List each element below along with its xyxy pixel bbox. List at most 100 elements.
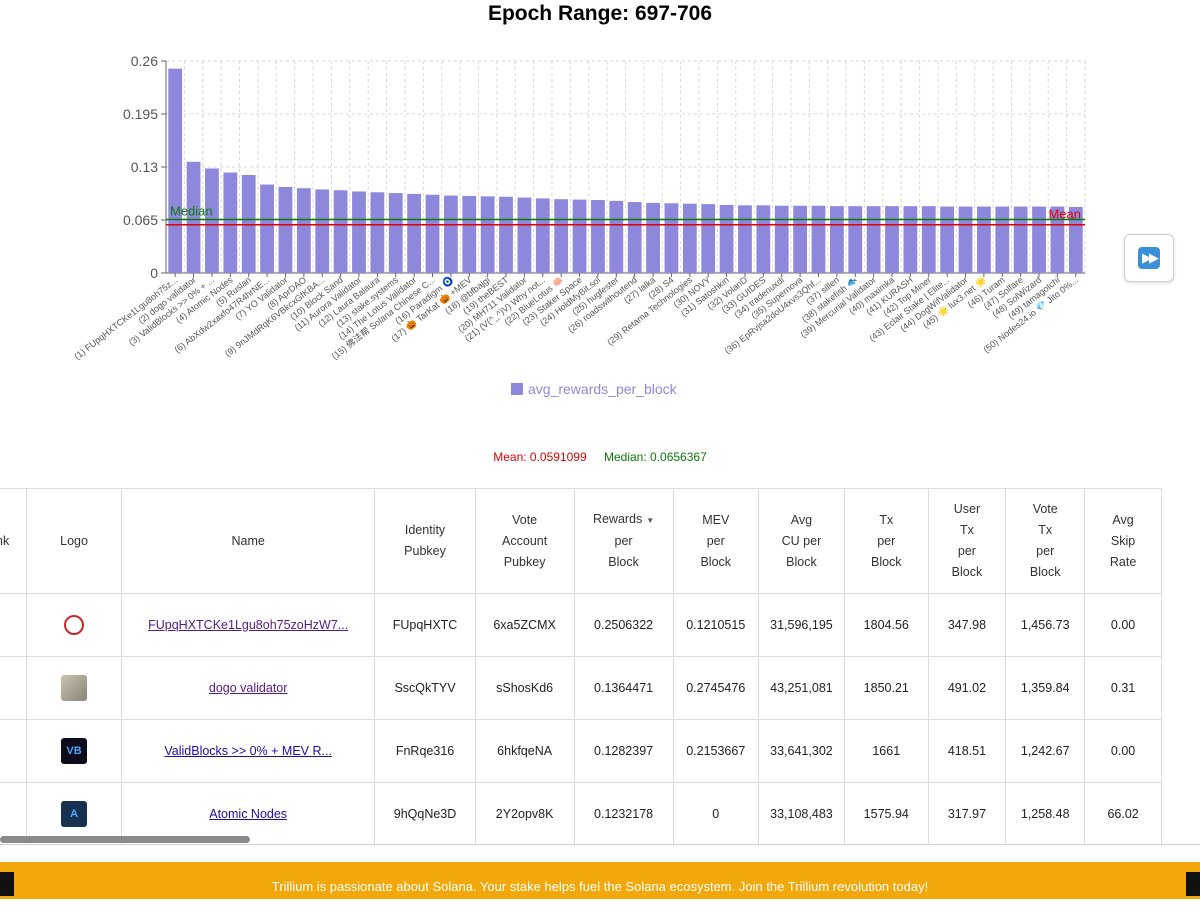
median-stat: Median: 0.0656367 [604,450,707,464]
bar [315,189,330,273]
cell-name: FUpqHXTCKe1Lgu8oh75zoHzW7... [120,593,376,657]
bar [480,196,495,273]
next-epoch-button[interactable]: ▶▶ [1124,234,1174,282]
header-rewards-per-block[interactable]: Rewards ▼ per Block [573,488,674,594]
header-vote-tx-per-block[interactable]: Vote Tx per Block [1005,488,1086,594]
dog-photo-icon [61,675,88,701]
cell-rewards: 0.1364471 [573,656,674,720]
bar [1013,206,1028,273]
bar [241,174,256,273]
cell-cu: 33,641,302 [757,719,845,783]
cell-tx: 1804.56 [843,593,929,657]
cell-skip: 0.00 [1084,719,1162,783]
mean-stat: Mean: 0.0591099 [493,450,587,464]
validator-name-link[interactable]: FUpqHXTCKe1Lgu8oh75zoHzW7... [148,618,349,632]
banner-text: Trillium is passionate about Solana. You… [271,879,929,894]
trillium-icon-right [1186,872,1200,896]
bar [425,194,440,273]
cell-user-tx: 418.51 [927,719,1007,783]
fast-forward-icon: ▶▶ [1138,247,1160,269]
y-tick-label: 0.195 [123,106,158,122]
header-tx-per-block[interactable]: Tx per Block [843,488,929,594]
validator-name-link[interactable]: ValidBlocks >> 0% + MEV R... [164,744,332,758]
validator-name-link[interactable]: dogo validator [208,681,288,695]
cell-logo: VB [26,719,122,783]
cell-tx: 1661 [843,719,929,783]
cell-skip: 66.02 [1084,782,1162,844]
bar [1032,206,1046,273]
cell-tx: 1850.21 [843,656,929,720]
y-tick-label: 0.13 [131,159,158,175]
bar [738,205,752,273]
cell-mev: 0.1210515 [672,593,759,657]
bar [333,190,348,273]
atomic-nodes-logo-icon: A [61,801,88,827]
bar [903,206,918,273]
bar [572,199,587,273]
cell-cu: 43,251,081 [757,656,845,720]
table-row[interactable]: 1 NO IMAGE FUpqHXTCKe1Lgu8oh75zoHzW7... FUp… [0,593,1162,657]
bar [296,188,311,273]
table-row[interactable]: 3 VB ValidBlocks >> 0% + MEV R... FnRqe3166… [0,719,1162,783]
bar [535,198,550,273]
cell-rank: 3 [0,719,28,783]
cell-rewards: 0.1232178 [573,782,674,844]
bar [719,204,734,273]
bar [370,192,385,273]
bar [260,184,274,273]
bar [646,202,660,273]
header-avg-cu-per-block[interactable]: Avg CU per Block [757,488,845,594]
bar [443,195,458,273]
cell-tx: 1575.94 [843,782,929,844]
cell-vote: 2Y2opv8K [474,782,575,844]
bar [499,196,513,273]
cell-identity: FnRqe316 [374,719,476,783]
validator-name-link[interactable]: Atomic Nodes [209,807,288,821]
bar [1050,206,1065,273]
cell-identity: 9hQqNe3D [374,782,476,844]
horizontal-scrollbar[interactable] [0,836,250,843]
cell-mev: 0.2745476 [672,656,759,720]
header-rank[interactable]: Rank [0,488,28,594]
header-mev-per-block[interactable]: MEV per Block [672,488,759,594]
cell-user-tx: 491.02 [927,656,1007,720]
chart-stats: Mean: 0.0591099 Median: 0.0656367 [0,450,1200,464]
cell-vote: 6hkfqeNA [474,719,575,783]
bar [168,68,183,273]
legend-swatch [511,383,523,395]
cell-rank: 4 [0,782,28,844]
cell-identity: FUpqHXTC [374,593,476,657]
cell-name: ValidBlocks >> 0% + MEV R... [120,719,376,783]
divider [0,844,1200,845]
cell-mev: 0.2153667 [672,719,759,783]
cell-vote: 6xa5ZCMX [474,593,575,657]
bar [921,206,936,273]
bar [1068,206,1083,273]
header-vote-account-pubkey[interactable]: Vote Account Pubkey [474,488,575,594]
bar [627,202,642,273]
bar [756,205,771,273]
cell-skip: 0.00 [1084,593,1162,657]
legend-label: avg_rewards_per_block [528,381,678,397]
bar [774,205,789,273]
table-row[interactable]: 2 dogo validator SscQkTYVsShosKd60.1364471… [0,656,1162,720]
header-user-tx-per-block[interactable]: User Tx per Block [927,488,1007,594]
bar [352,191,366,273]
header-name[interactable]: Name [120,488,376,594]
cell-vote-tx: 1,258.48 [1005,782,1086,844]
header-identity-pubkey[interactable]: Identity Pubkey [374,488,476,594]
bar [940,206,955,273]
cell-rewards: 0.2506322 [573,593,674,657]
cell-vote-tx: 1,242.67 [1005,719,1086,783]
no-image-icon: NO IMAGE [64,615,85,635]
cell-rank: 2 [0,656,28,720]
header-avg-skip-rate[interactable]: Avg Skip Rate [1084,488,1162,594]
table-row[interactable]: 4 A Atomic Nodes 9hQqNe3D2Y2opv8K0.12321780… [0,782,1162,844]
bar [223,172,238,273]
cell-user-tx: 317.97 [927,782,1007,844]
cell-cu: 33,108,483 [757,782,845,844]
cell-vote-tx: 1,456.73 [1005,593,1086,657]
